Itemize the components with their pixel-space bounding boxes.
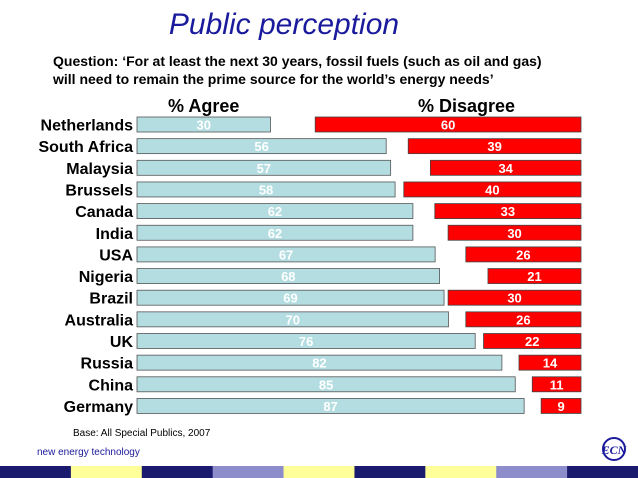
agree-bar: [136, 116, 271, 133]
disagree-value-label: 60: [441, 118, 455, 133]
agree-value-label: 85: [319, 377, 333, 392]
agree-bar: [136, 333, 476, 349]
disagree-value-label: 30: [507, 291, 521, 306]
country-label: India: [96, 226, 133, 243]
stripe-block: [496, 466, 569, 478]
disagree-value-label: 26: [516, 247, 530, 262]
agree-header: % Agree: [168, 96, 240, 116]
stripe-block: [425, 466, 498, 478]
stripe-block: [0, 466, 72, 478]
disagree-value-label: 26: [516, 312, 530, 327]
ecn-logo: ECN: [601, 437, 628, 461]
footer-stripe: [0, 466, 638, 478]
page-title: Public perception: [168, 8, 400, 41]
disagree-value-label: 39: [487, 139, 501, 154]
agree-bar: [136, 354, 503, 371]
country-label: Brussels: [65, 182, 133, 199]
agree-value-label: 68: [281, 269, 295, 284]
disagree-value-label: 22: [525, 334, 539, 349]
disagree-bar: [434, 203, 582, 220]
agree-value-label: 67: [279, 247, 293, 262]
country-label: Brazil: [89, 291, 133, 308]
agree-value-label: 82: [312, 356, 326, 371]
agree-value-label: 70: [286, 312, 300, 327]
agree-value-label: 57: [257, 161, 271, 176]
agree-bar: [136, 224, 414, 241]
disagree-bar: [487, 268, 582, 284]
disagree-bar: [447, 289, 582, 306]
disagree-bar: [531, 376, 582, 393]
disagree-bar: [447, 224, 582, 241]
agree-bar: [136, 398, 525, 414]
stripe-block: [567, 466, 638, 478]
agree-value-label: 69: [283, 291, 297, 306]
stripe-block: [283, 466, 356, 478]
disagree-bar: [518, 354, 582, 371]
country-label: Malaysia: [66, 161, 133, 178]
agree-value-label: 62: [268, 204, 282, 219]
country-label: Canada: [75, 204, 133, 221]
agree-value-label: 87: [323, 399, 337, 414]
country-label: UK: [110, 334, 134, 351]
disagree-value-label: 9: [557, 399, 564, 414]
country-label: USA: [99, 247, 133, 264]
question-line-2: will need to remain the prime source for…: [53, 71, 494, 87]
question-line-1: Question: ‘For at least the next 30 year…: [53, 53, 542, 69]
disagree-value-label: 40: [485, 182, 499, 197]
survey-question: Question: ‘For at least the next 30 year…: [53, 52, 623, 88]
country-label: Russia: [81, 356, 134, 373]
disagree-header: % Disagree: [418, 96, 516, 116]
agree-value-label: 58: [259, 182, 273, 197]
disagree-value-label: 11: [550, 377, 564, 392]
logo-text: ECN: [601, 443, 628, 457]
agree-bar: [136, 268, 441, 284]
disagree-bar: [314, 116, 582, 133]
base-note: Base: All Special Publics, 2007: [73, 428, 211, 439]
disagree-value-label: 34: [498, 161, 513, 176]
stripe-block: [212, 466, 285, 478]
agree-bar: [136, 311, 449, 328]
country-label: China: [89, 377, 134, 394]
disagree-bar: [465, 311, 582, 328]
agree-value-label: 56: [254, 139, 268, 154]
agree-bar: [136, 376, 516, 393]
disagree-value-label: 21: [527, 269, 541, 284]
agree-bar: [136, 289, 445, 306]
brand-text: new energy technology: [37, 447, 140, 458]
disagree-bar: [407, 138, 582, 155]
country-label: Germany: [64, 399, 133, 416]
agree-value-label: 62: [268, 226, 282, 241]
country-label: Nigeria: [79, 269, 133, 286]
stripe-block: [141, 466, 214, 478]
disagree-bar: [483, 333, 582, 349]
disagree-bar: [540, 398, 582, 414]
agree-bar: [136, 203, 414, 220]
country-label: Netherlands: [41, 118, 134, 135]
disagree-bar: [403, 181, 582, 198]
stripe-block: [70, 466, 143, 478]
disagree-value-label: 30: [507, 226, 521, 241]
agree-bar: [136, 246, 436, 263]
agree-value-label: 30: [197, 118, 211, 133]
disagree-value-label: 33: [501, 204, 515, 219]
agree-value-label: 76: [299, 334, 313, 349]
disagree-value-label: 14: [543, 356, 558, 371]
stripe-block: [354, 466, 427, 478]
agree-bar: [136, 138, 387, 155]
agree-bar: [136, 159, 392, 176]
agree-bar: [136, 181, 396, 198]
disagree-bar: [465, 246, 582, 263]
country-label: South Africa: [38, 139, 133, 156]
disagree-bar: [429, 159, 582, 176]
country-label: Australia: [65, 312, 134, 329]
